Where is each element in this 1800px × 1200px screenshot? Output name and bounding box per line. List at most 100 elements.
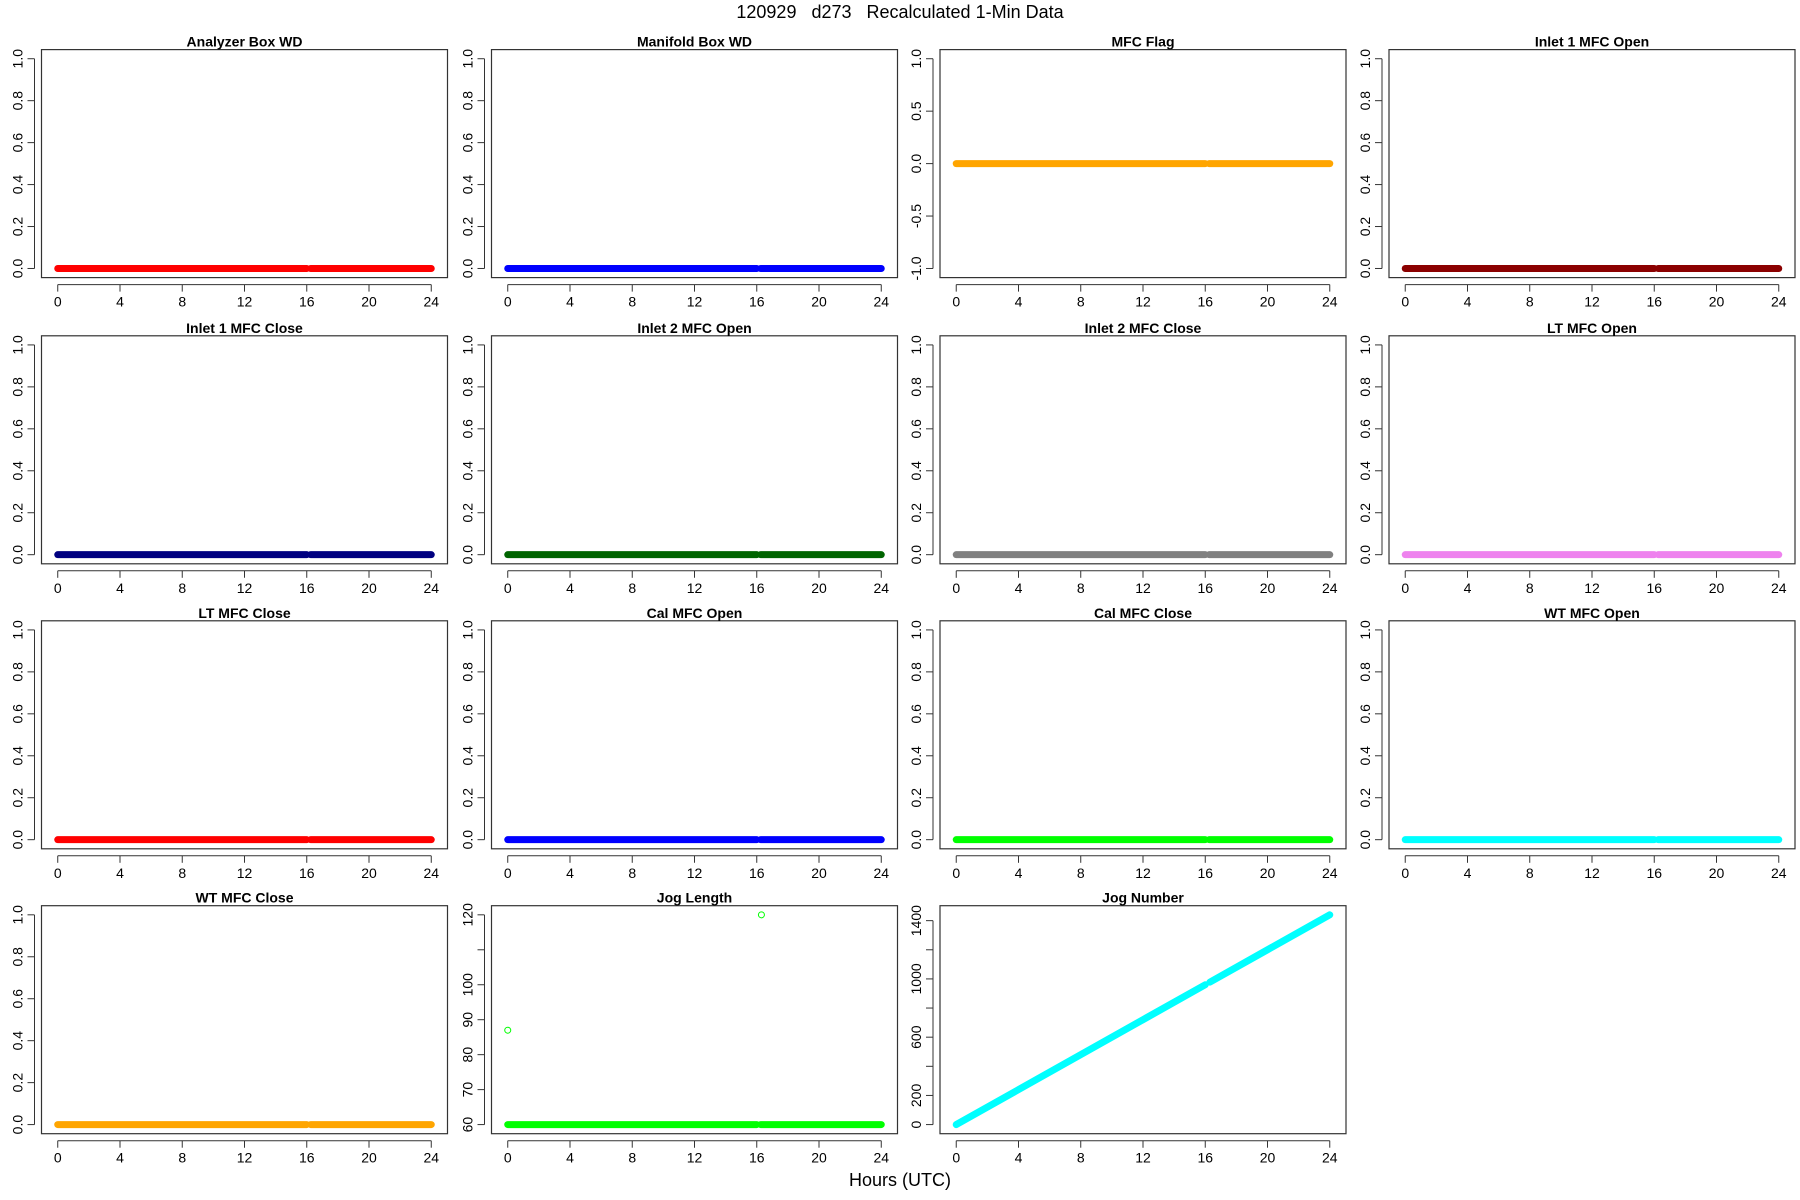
- x-tick-label: 0: [54, 1150, 62, 1166]
- x-tick-label: 0: [952, 580, 960, 596]
- y-tick-label: 0: [908, 1120, 924, 1128]
- plot-frame: [40, 905, 449, 1135]
- x-tick-label: 24: [423, 294, 439, 310]
- x-tick-label: 16: [299, 865, 315, 881]
- y-tick-label: 0.2: [460, 788, 476, 808]
- plot-frame: [490, 905, 899, 1135]
- y-tick-label: 0.0: [10, 545, 26, 565]
- y-tick-label: 0.6: [10, 133, 26, 153]
- x-tick-label: 8: [1077, 865, 1085, 881]
- x-tick-label: 12: [1135, 865, 1151, 881]
- x-tick-label: 4: [116, 580, 124, 596]
- x-tick-label: 4: [566, 1150, 574, 1166]
- x-tick-label: 20: [1709, 294, 1725, 310]
- panel-jog-length: Jog Length 0 4 8 12 16 20 24 60 70 80 90 100 120: [460, 890, 899, 1166]
- y-tick-label: -0.5: [908, 204, 924, 228]
- y-tick-label: 0.8: [1357, 377, 1373, 397]
- x-tick-label: 4: [116, 1150, 124, 1166]
- y-tick-label: 1.0: [1357, 620, 1373, 640]
- x-tick-label: 8: [178, 294, 186, 310]
- x-tick-label: 20: [361, 580, 377, 596]
- y-tick-label: 1000: [908, 963, 924, 994]
- y-tick-label: 0.6: [10, 419, 26, 439]
- x-tick-label: 0: [54, 580, 62, 596]
- y-tick-label: 0.0: [10, 1115, 26, 1135]
- x-tick-label: 24: [1771, 294, 1787, 310]
- y-tick-label: 0.8: [460, 662, 476, 682]
- y-tick-label: 0.2: [908, 503, 924, 523]
- y-tick-label: 0.0: [1357, 259, 1373, 279]
- x-tick-label: 8: [178, 1150, 186, 1166]
- y-tick-label: 0.6: [1357, 419, 1373, 439]
- panel-title: LT MFC Close: [198, 605, 291, 621]
- x-tick-label: 16: [1646, 865, 1662, 881]
- x-tick-label: 24: [423, 865, 439, 881]
- y-tick-label: 0.4: [1357, 175, 1373, 195]
- x-tick-label: 4: [566, 294, 574, 310]
- y-tick-label: 0.2: [460, 503, 476, 523]
- x-tick-label: 24: [1771, 580, 1787, 596]
- y-tick-label: 1.0: [10, 905, 26, 925]
- y-tick-label: 0.6: [10, 989, 26, 1009]
- y-tick-label: 0.8: [1357, 662, 1373, 682]
- y-tick-label: 0.0: [10, 830, 26, 850]
- panel-title: WT MFC Open: [1544, 605, 1640, 621]
- y-tick-label: 0.8: [908, 377, 924, 397]
- y-tick-label: 0.4: [460, 746, 476, 766]
- y-tick-label: 1.0: [460, 620, 476, 640]
- y-tick-label: 0.0: [460, 830, 476, 850]
- y-tick-label: 1.0: [10, 335, 26, 355]
- x-tick-label: 4: [566, 580, 574, 596]
- y-tick-label: 70: [460, 1082, 476, 1098]
- x-tick-label: 16: [1197, 1150, 1213, 1166]
- plot-frame: [40, 335, 449, 565]
- panel-manifold-box-wd: Manifold Box WD 0 4 8 12 16 20 24 0.0 0.2 0.4 0.6 0.…: [460, 34, 899, 310]
- plot-frame: [939, 905, 1347, 1135]
- x-tick-label: 16: [1197, 865, 1213, 881]
- y-tick-label: 0.6: [460, 419, 476, 439]
- x-tick-label: 24: [873, 580, 889, 596]
- x-tick-label: 8: [1077, 580, 1085, 596]
- x-tick-label: 16: [749, 865, 765, 881]
- x-axis-label: Hours (UTC): [849, 1170, 951, 1190]
- y-tick-label: 0.0: [1357, 830, 1373, 850]
- panel-title: Manifold Box WD: [637, 34, 752, 50]
- plot-frame: [490, 48, 899, 279]
- x-tick-label: 20: [811, 294, 827, 310]
- x-tick-label: 0: [1401, 294, 1409, 310]
- x-tick-label: 8: [1526, 865, 1534, 881]
- data-series-segment: [952, 981, 1209, 1129]
- y-tick-label: 1.0: [460, 49, 476, 69]
- x-tick-label: 0: [54, 294, 62, 310]
- x-tick-label: 24: [1322, 1150, 1338, 1166]
- x-tick-label: 12: [1584, 294, 1600, 310]
- panel-cal-mfc-close: Cal MFC Close 0 4 8 12 16 20 24 0.0 0.2 0.4 0.6 0.8 1…: [908, 605, 1347, 881]
- x-tick-label: 4: [1015, 294, 1023, 310]
- panel-title: Inlet 1 MFC Open: [1535, 34, 1649, 50]
- x-tick-label: 8: [178, 580, 186, 596]
- panel-lt-mfc-open: LT MFC Open 0 4 8 12 16 20 24 0.0 0.2 0.4 0.6 0.8 1.0: [1357, 320, 1796, 596]
- panel-cal-mfc-open: Cal MFC Open 0 4 8 12 16 20 24 0.0 0.2 0.4 0.6 0.8 1.…: [460, 605, 899, 881]
- y-tick-label: 0.0: [908, 545, 924, 565]
- x-tick-label: 8: [628, 1150, 636, 1166]
- y-tick-label: 1.0: [10, 49, 26, 69]
- y-tick-label: 0.6: [908, 704, 924, 724]
- panel-title: Inlet 2 MFC Open: [637, 320, 751, 336]
- x-tick-label: 8: [1526, 294, 1534, 310]
- y-tick-label: 0.4: [908, 461, 924, 481]
- y-tick-label: 0.5: [908, 101, 924, 121]
- x-tick-label: 4: [1015, 580, 1023, 596]
- y-tick-label: 0.6: [1357, 704, 1373, 724]
- x-tick-label: 24: [873, 865, 889, 881]
- y-tick-label: 0.0: [1357, 545, 1373, 565]
- y-tick-label: 0.2: [10, 1073, 26, 1093]
- panel-title: Analyzer Box WD: [187, 34, 303, 50]
- y-tick-label: 0.2: [10, 503, 26, 523]
- y-tick-label: 0.0: [908, 154, 924, 174]
- y-tick-label: 600: [908, 1025, 924, 1049]
- y-tick-label: 0.6: [1357, 133, 1373, 153]
- plot-frame: [1388, 620, 1796, 850]
- y-tick-label: 0.4: [10, 746, 26, 766]
- panel-inlet-1-mfc-close: Inlet 1 MFC Close 0 4 8 12 16 20 24 0.0 0.2 0.4 0.6…: [10, 320, 449, 596]
- x-tick-label: 12: [687, 294, 703, 310]
